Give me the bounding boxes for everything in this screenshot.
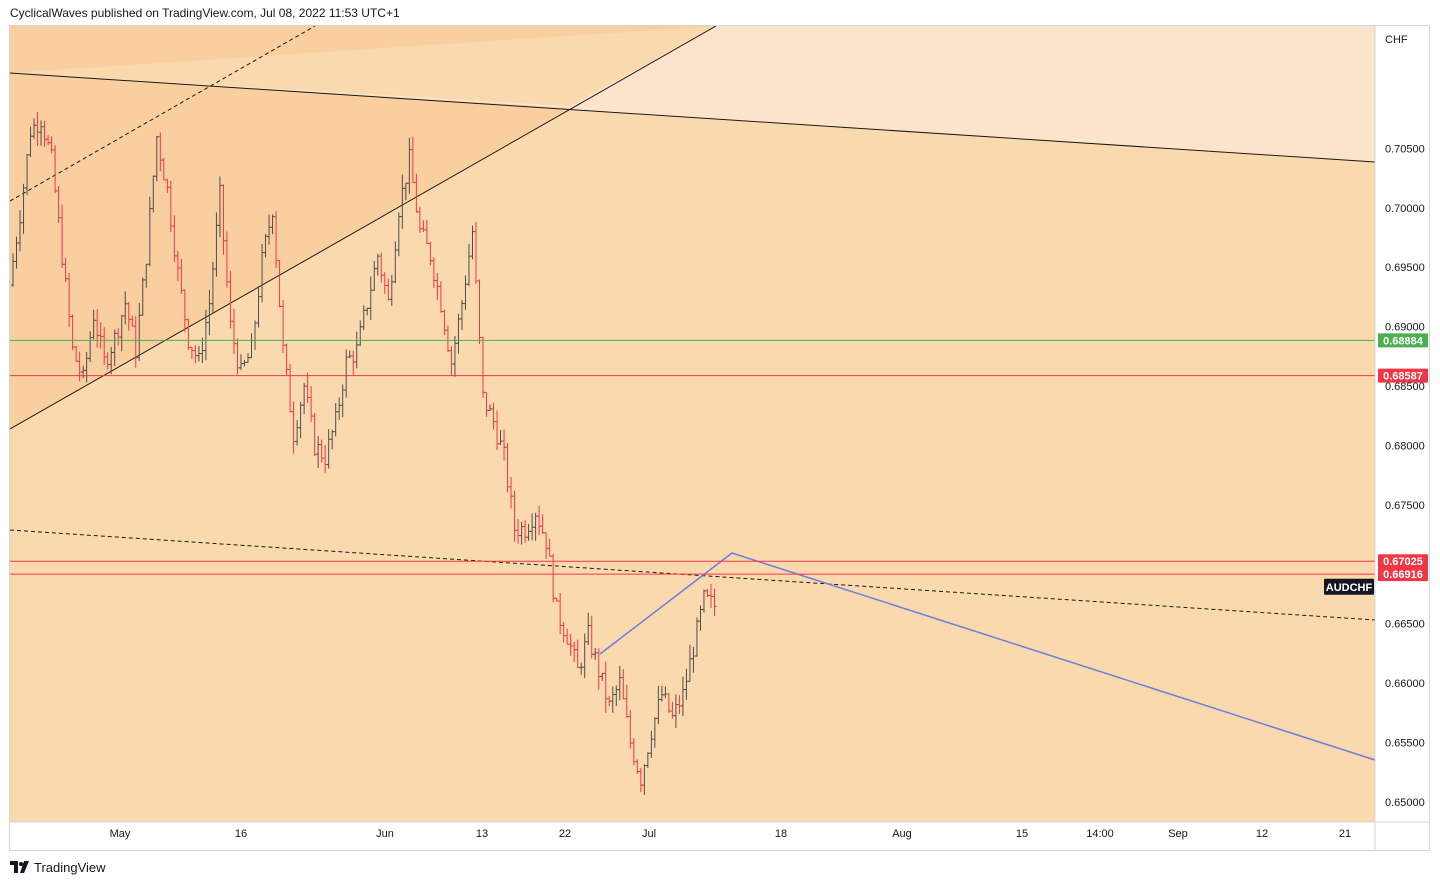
level-label-0.66916: 0.66916 xyxy=(1383,569,1423,581)
drawings-layer xyxy=(10,26,1376,761)
candle xyxy=(712,588,717,617)
x-tick-label: Sep xyxy=(1168,828,1188,840)
projection-line xyxy=(599,552,1376,761)
y-tick-label: 0.68500 xyxy=(1385,381,1425,393)
background-zones xyxy=(10,26,1375,822)
x-tick-label: 22 xyxy=(559,828,571,840)
symbol-tag-label: AUDCHF xyxy=(1326,582,1373,594)
candles-layer xyxy=(11,111,717,795)
y-tick-label: 0.70000 xyxy=(1385,203,1425,215)
ascending-trendline xyxy=(10,26,717,430)
dashed-support-line xyxy=(10,529,1376,621)
descending-trendline xyxy=(10,72,1376,163)
y-tick-label: 0.69500 xyxy=(1385,262,1425,274)
level-label-0.68587: 0.68587 xyxy=(1383,371,1423,383)
x-tick-label: May xyxy=(110,828,131,840)
zone-upper xyxy=(10,26,1375,822)
x-tick-label: 16 xyxy=(235,828,247,840)
x-tick-label: 13 xyxy=(476,828,488,840)
x-tick-label: Aug xyxy=(892,828,912,840)
y-tick-label: 0.65500 xyxy=(1385,737,1425,749)
level-badge-0.66916 xyxy=(1378,567,1428,582)
level-label-0.68884: 0.68884 xyxy=(1383,335,1424,347)
x-tick-label: 18 xyxy=(775,828,787,840)
x-tick-label: 14:00 xyxy=(1086,828,1114,840)
zone-triangle-top xyxy=(10,26,716,73)
footer-brand: TradingView xyxy=(34,859,106,875)
level-badge-0.67025 xyxy=(1378,554,1428,569)
y-tick-label: 0.65000 xyxy=(1385,797,1425,809)
x-tick-label: 15 xyxy=(1016,828,1028,840)
y-tick-label: 0.67500 xyxy=(1385,500,1425,512)
x-tick-label: 12 xyxy=(1256,828,1268,840)
publish-info: CyclicalWaves published on TradingView.c… xyxy=(10,6,400,20)
y-tick-label: 0.70500 xyxy=(1385,143,1425,155)
y-tick-label: 0.66500 xyxy=(1385,619,1425,631)
x-tick-label: Jun xyxy=(376,828,394,840)
footer: TradingView xyxy=(10,858,106,876)
level-badge-0.68884 xyxy=(1378,333,1428,348)
level-label-0.67025: 0.67025 xyxy=(1383,556,1423,568)
currency-label: CHF xyxy=(1385,34,1408,46)
y-tick-label: 0.66000 xyxy=(1385,678,1425,690)
tradingview-logo-icon[interactable] xyxy=(10,861,30,873)
x-tick-label: 21 xyxy=(1339,828,1351,840)
chart-frame[interactable]: 0.68884 0.68587 0.67025 0.66916 CHF 0.70500 0… xyxy=(9,25,1430,851)
level-badge-0.68587 xyxy=(1378,368,1428,383)
symbol-tag xyxy=(1324,578,1374,595)
y-tick-label: 0.68000 xyxy=(1385,440,1425,452)
x-tick-label: Jul xyxy=(642,828,656,840)
axes: CHF0.705000.700000.695000.690000.685000.… xyxy=(10,26,1429,850)
y-tick-label: 0.69000 xyxy=(1385,322,1425,334)
dashed-channel-line xyxy=(10,26,316,202)
